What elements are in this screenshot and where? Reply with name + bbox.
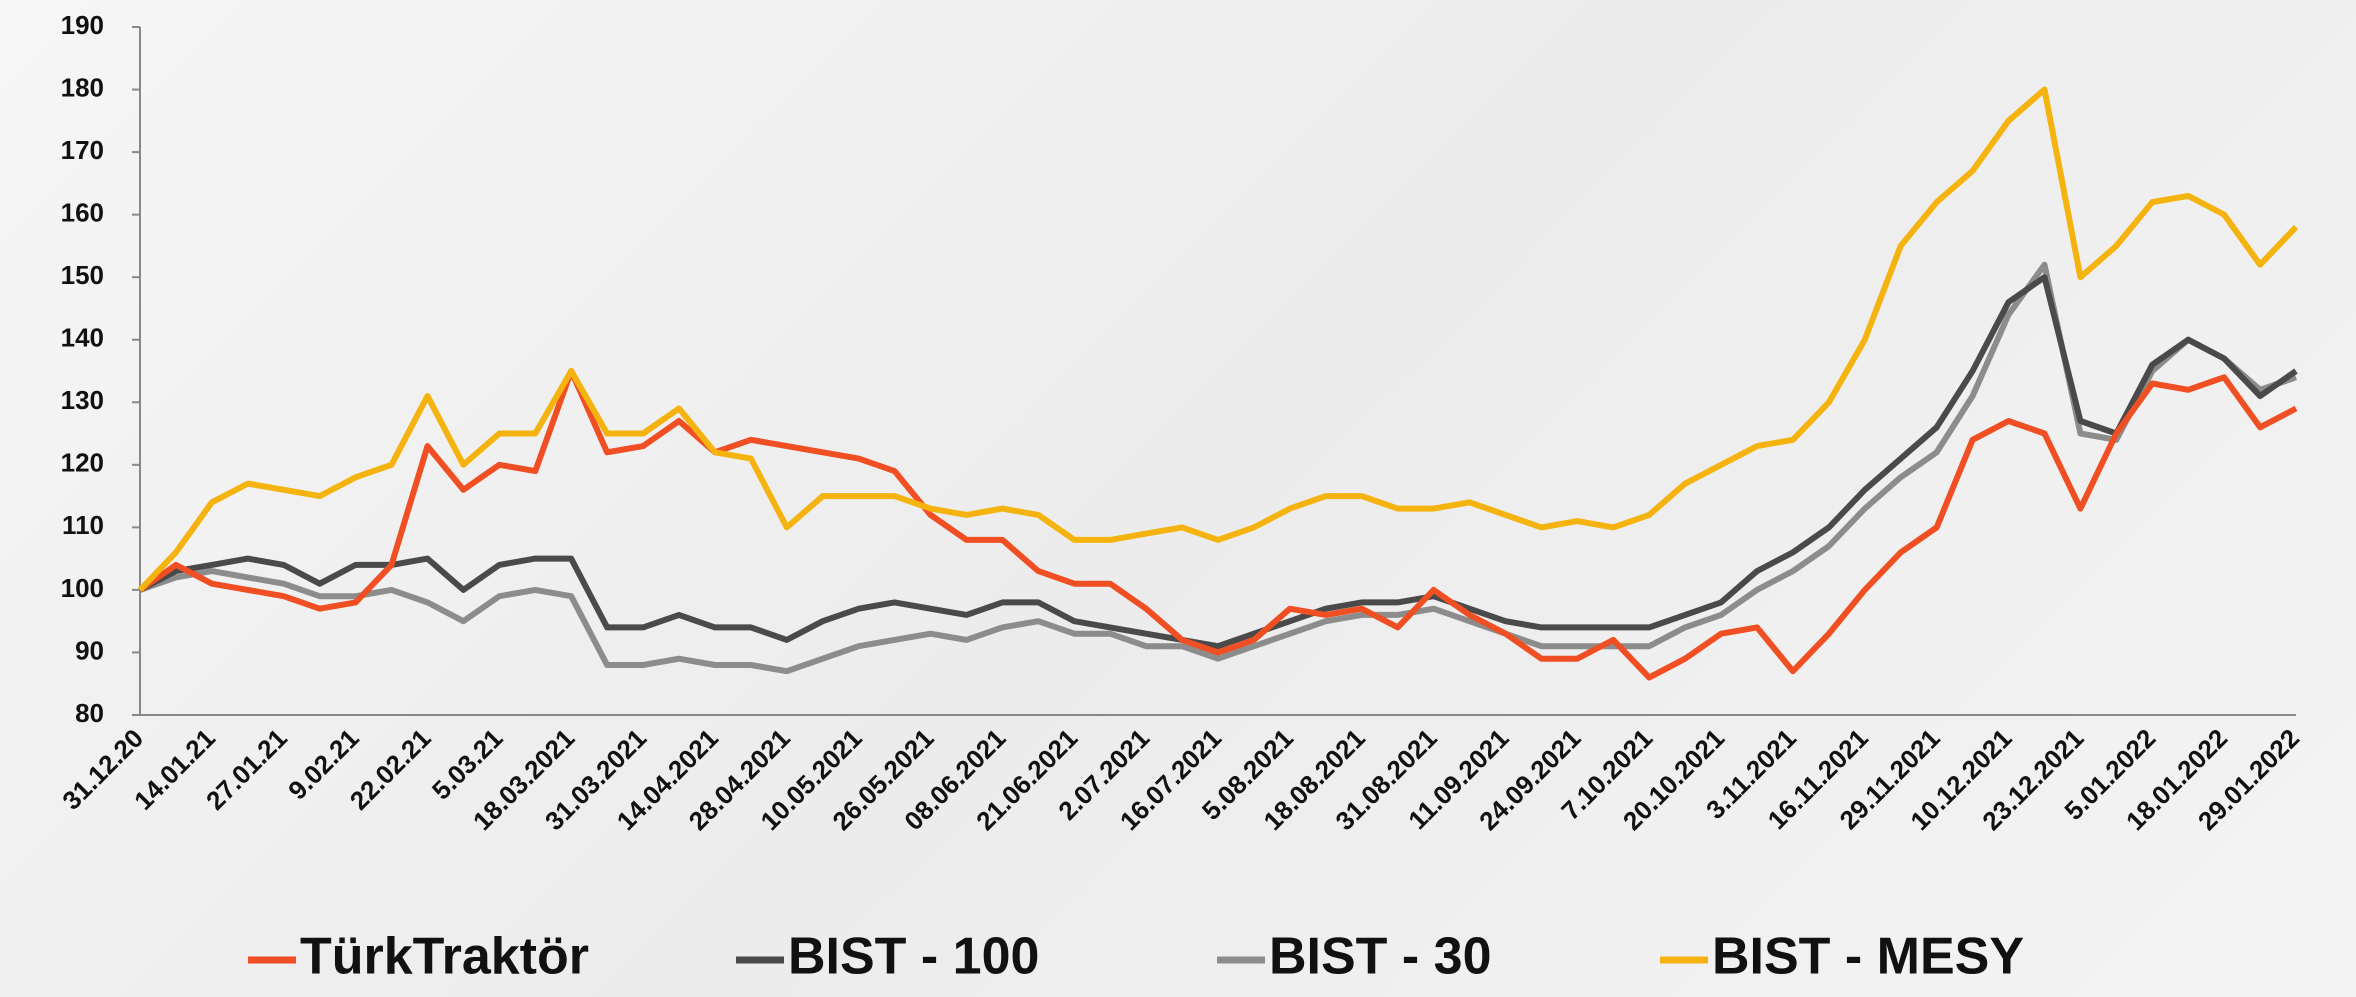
y-tick-label: 180 [61,72,104,102]
series-line [138,274,2298,650]
y-tick-label: 80 [75,698,104,728]
y-tick-label: 120 [61,448,104,478]
y-tick-label: 190 [61,10,104,40]
y-tick-label: 160 [61,198,104,228]
x-tick-label: 27.01.21 [200,723,293,816]
y-tick-label: 140 [61,323,104,353]
y-tick-label: 110 [62,510,104,540]
series-line [139,261,2297,675]
legend-label: BIST - MESY [1712,928,2024,986]
y-tick-label: 130 [61,385,104,415]
x-tick-label: 22.02.21 [344,723,437,816]
legend-label: BIST - 30 [1269,928,1492,986]
y-tick-label: 170 [61,135,104,165]
legend-label: TürkTraktör [300,928,589,986]
legend-label: BIST - 100 [788,928,1039,986]
series-line [137,86,2299,592]
y-tick-label: 90 [75,635,104,665]
y-tick-label: 150 [61,260,104,290]
series-line [138,368,2298,681]
y-tick-label: 100 [61,573,104,603]
